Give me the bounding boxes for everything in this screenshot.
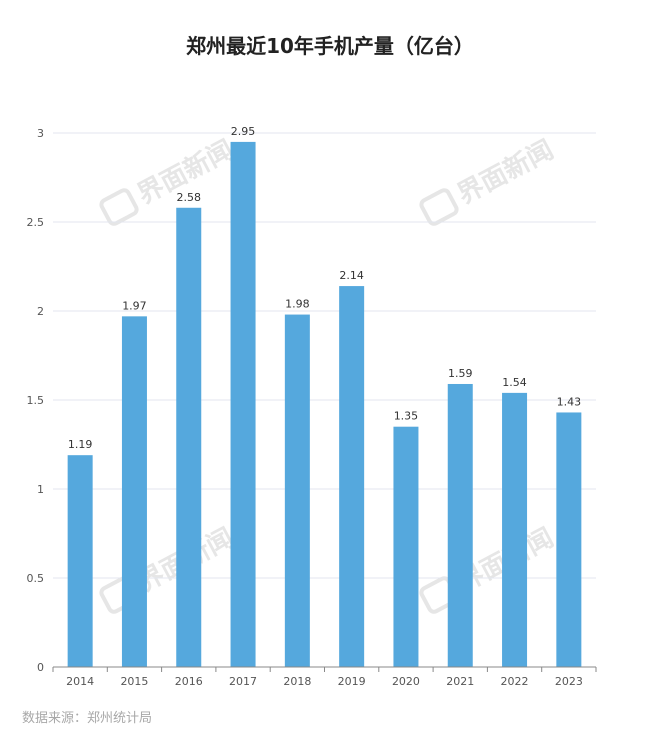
bar [284, 314, 310, 667]
x-tick-label: 2014 [66, 675, 94, 688]
bar [67, 455, 93, 667]
data-label: 1.54 [502, 376, 527, 389]
y-axis-ticks: 0 0.5 1 1.5 2 2.5 3 [27, 127, 45, 674]
x-axis-ticks: 2014 2015 2016 2017 2018 2019 2020 2021 2022 2023 [52, 667, 597, 688]
bar [393, 426, 419, 667]
data-label: 1.19 [68, 438, 93, 451]
data-label: 2.95 [231, 125, 256, 138]
watermark-logo [99, 188, 139, 226]
x-tick-label: 2022 [501, 675, 529, 688]
bar [176, 207, 202, 667]
y-tick-label: 1.5 [27, 394, 45, 407]
watermark-text: 界面新闻 [452, 134, 558, 210]
bar-chart: 界面新闻界面新闻界面新闻界面新闻 00.511.522.53 1.191.972… [27, 125, 597, 688]
data-label: 2.58 [177, 191, 202, 204]
x-tick-label: 2017 [229, 675, 257, 688]
bar [121, 316, 147, 667]
data-label: 1.43 [557, 395, 582, 408]
bar [502, 392, 528, 667]
x-tick-label: 2020 [392, 675, 420, 688]
watermark: 界面新闻 [99, 522, 239, 614]
y-tick-label: 2 [37, 305, 44, 318]
data-label: 1.98 [285, 298, 310, 311]
watermark-logo [419, 188, 459, 226]
x-tick-label: 2019 [338, 675, 366, 688]
watermark-layer: 界面新闻界面新闻界面新闻界面新闻 [99, 134, 559, 614]
x-tick-label: 2016 [175, 675, 203, 688]
data-label: 1.35 [394, 410, 419, 423]
bar [339, 286, 365, 667]
x-tick-label: 2023 [555, 675, 583, 688]
x-tick-label: 2015 [120, 675, 148, 688]
chart-title: 郑州最近10年手机产量（亿台） [186, 34, 474, 58]
watermark: 界面新闻 [419, 134, 559, 226]
watermark: 界面新闻 [99, 134, 239, 226]
bar [230, 141, 256, 667]
data-source: 数据来源：郑州统计局 [22, 711, 153, 726]
x-tick-label: 2021 [446, 675, 474, 688]
y-tick-label: 2.5 [27, 216, 45, 229]
data-label: 2.14 [339, 269, 364, 282]
watermark: 界面新闻 [419, 522, 559, 614]
bars [67, 141, 582, 667]
data-label: 1.97 [122, 299, 147, 312]
y-tick-label: 3 [37, 127, 44, 140]
x-tick-label: 2018 [283, 675, 311, 688]
data-label: 1.59 [448, 367, 473, 380]
y-tick-label: 1 [37, 483, 44, 496]
y-tick-label: 0 [37, 661, 44, 674]
bar [556, 412, 582, 667]
bar [447, 383, 473, 667]
y-tick-label: 0.5 [27, 572, 45, 585]
data-labels: 1.19 1.97 2.58 2.95 1.98 2.14 1.35 1.59 1.54 1.43 [68, 125, 581, 451]
